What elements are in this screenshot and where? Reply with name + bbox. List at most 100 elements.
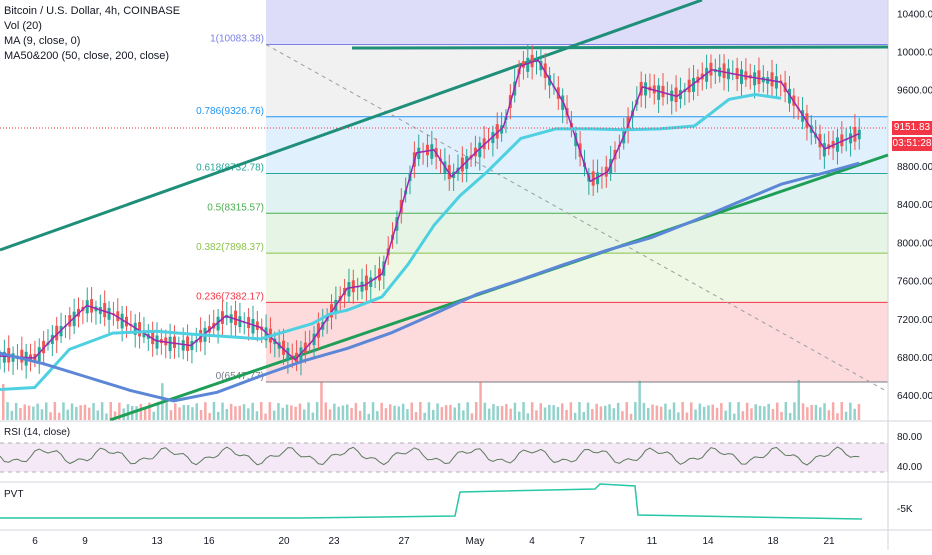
candle-body [107,307,111,320]
x-tick-label: 6 [32,536,38,547]
volume-bar [711,404,714,420]
volume-bar [629,413,633,420]
fib-zone [266,302,888,383]
volume-bar [444,405,448,420]
volume-bar [745,402,749,420]
volume-bar [225,408,229,420]
volume-bar [806,407,809,420]
fib-zone-top [266,0,888,45]
volume-bar [496,406,499,420]
volume-bar [427,402,431,420]
fib-label: 0.382(7898.37) [196,242,264,253]
volume-bar [247,408,250,420]
indicator-ma9[interactable]: MA (9, close, 0) [4,35,81,47]
candle-body [591,171,595,186]
volume-bar [561,403,564,420]
y-tick-label: 7600.00 [897,277,932,288]
candle-body [37,347,41,362]
candle-body [360,281,364,292]
volume-bar [569,402,573,420]
candle-body [661,85,665,98]
volume-bar [793,402,796,420]
volume-bar [440,407,444,420]
x-tick-label: 13 [151,536,163,547]
channel-upper-line[interactable] [0,0,703,252]
y-tick-label: 10400.00 [897,9,932,20]
candle-body [220,311,224,324]
volume-bar [75,406,78,420]
indicator-ma50-200[interactable]: MA50&200 (50, close, 200, close) [4,50,170,62]
volume-bar [698,403,702,420]
volume-bar [827,410,831,420]
volume-bar [509,408,512,420]
volume-bar [307,402,310,420]
volume-bar [148,402,151,420]
series-line-ma9[interactable] [0,59,860,361]
volume-bar [475,402,478,420]
rsi-tick-label: 40.00 [897,462,922,473]
volume-bar [83,404,87,420]
volume-bar [853,408,856,420]
volume-bar [831,402,835,420]
series-line-ma200[interactable] [0,161,860,403]
candle-body [216,316,220,331]
volume-bar [367,413,370,420]
series-line-ma50[interactable] [0,93,782,391]
x-tick-label: 20 [278,536,290,547]
volume-bar [668,409,671,420]
volume-bar [393,405,396,420]
candle-body [822,143,826,157]
candle-body [168,336,172,352]
volume-bar [432,409,435,420]
volume-bar [182,404,186,420]
volume-bar [758,405,762,420]
y-tick-label: 8000.00 [897,238,932,249]
pvt-label[interactable]: PVT [4,489,24,500]
candle-body [709,62,713,76]
volume-bar [126,404,130,420]
volume-bar [685,412,689,420]
volume-bar [255,411,259,420]
volume-bar [728,402,732,420]
chart-legend: Bitcoin / U.S. Dollar, 4h, COINBASE Vol … [4,4,180,64]
candle-body [286,348,290,361]
volume-bar [350,407,353,420]
volume-bar [436,403,439,420]
volume-bar [251,402,254,420]
volume-bar [32,406,35,420]
volume-bar [724,410,727,420]
volume-bar [10,410,14,420]
volume-bar [771,408,775,420]
candle-body [726,68,730,80]
volume-bar [14,402,18,420]
candle-body [347,282,351,297]
y-tick-label: 8800.00 [897,162,932,173]
volume-bar [303,409,306,420]
rsi-label[interactable]: RSI (14, close) [4,427,71,438]
candle-body [247,317,251,329]
candle-body [857,129,861,140]
y-tick-label: 7200.00 [897,315,932,326]
candle-body [20,349,24,363]
candle-body [417,147,421,160]
candle-body [465,156,469,169]
resistance-line[interactable] [351,45,889,50]
volume-bar [57,412,61,420]
y-tick-label: 6800.00 [897,353,932,364]
volume-bar [694,409,697,420]
volume-bar [797,379,800,420]
volume-bar [27,405,31,420]
indicator-vol[interactable]: Vol (20) [4,20,42,32]
volume-bar [341,405,345,420]
volume-bar [118,402,121,420]
candle-body [120,313,124,329]
candle-body [770,72,774,87]
volume-bar [530,402,534,420]
candle-body [351,280,355,293]
volume-bar [199,410,203,420]
volume-bar [212,402,216,420]
volume-bar [543,407,547,420]
volume-bar [260,402,263,420]
